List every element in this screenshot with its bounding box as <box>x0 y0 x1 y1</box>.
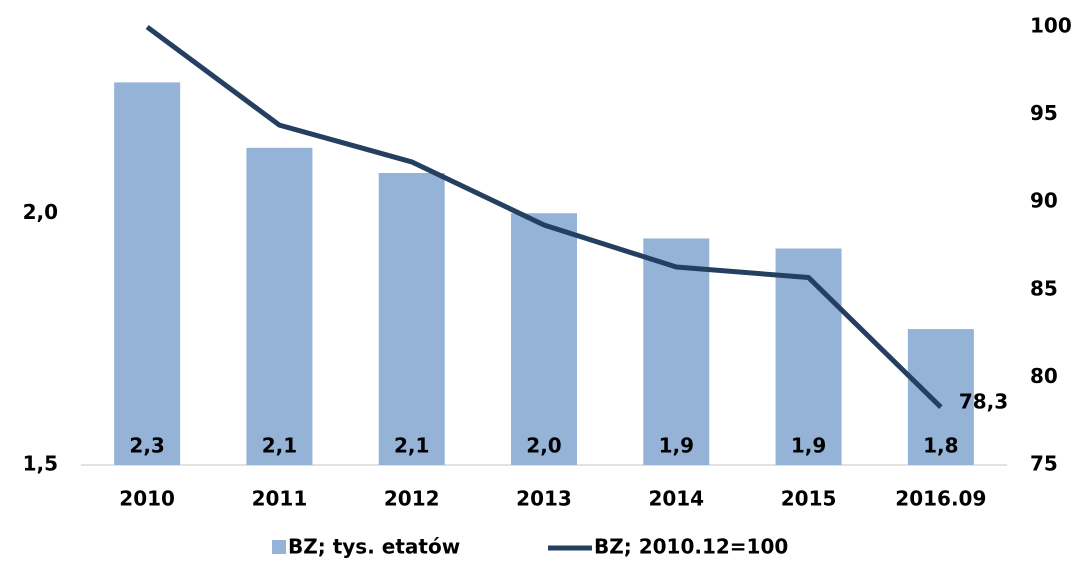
x-tick-label: 2015 <box>781 487 837 511</box>
x-tick-label: 2013 <box>516 487 572 511</box>
y2-tick-label: 90 <box>1030 189 1058 213</box>
bar <box>378 173 445 465</box>
bar <box>643 238 710 465</box>
bar-value-label: 2,0 <box>526 434 561 458</box>
y2-tick-label: 80 <box>1030 364 1058 388</box>
bar <box>907 329 974 465</box>
y2-tick-label: 95 <box>1030 101 1058 125</box>
x-tick-label: 2010 <box>119 487 175 511</box>
x-tick-label: 2016.09 <box>895 487 986 511</box>
bar <box>114 82 181 466</box>
legend-swatch <box>272 540 286 554</box>
x-tick-label: 2014 <box>648 487 704 511</box>
bar-value-label: 1,9 <box>791 434 826 458</box>
y2-tick-label: 85 <box>1030 276 1058 300</box>
bar-value-label: 2,1 <box>262 434 297 458</box>
y-tick-label: 2,0 <box>23 200 58 224</box>
bar-value-label: 1,9 <box>659 434 694 458</box>
bar-value-label: 2,1 <box>394 434 429 458</box>
y2-tick-label: 75 <box>1030 452 1058 476</box>
bar-value-label: 2,3 <box>129 434 164 458</box>
y2-tick-label: 100 <box>1030 14 1072 38</box>
legend-label: BZ; tys. etatów <box>288 535 460 559</box>
line <box>145 24 943 409</box>
x-tick-label: 2011 <box>252 487 308 511</box>
bar <box>775 248 842 465</box>
line-value-label: 78,3 <box>959 390 1008 414</box>
bar-value-label: 1,8 <box>923 434 958 458</box>
x-tick-label: 2012 <box>384 487 440 511</box>
bar <box>511 213 577 465</box>
y-tick-label: 1,5 <box>23 452 58 476</box>
legend-label: BZ; 2010.12=100 <box>594 535 788 559</box>
bar <box>246 147 313 466</box>
